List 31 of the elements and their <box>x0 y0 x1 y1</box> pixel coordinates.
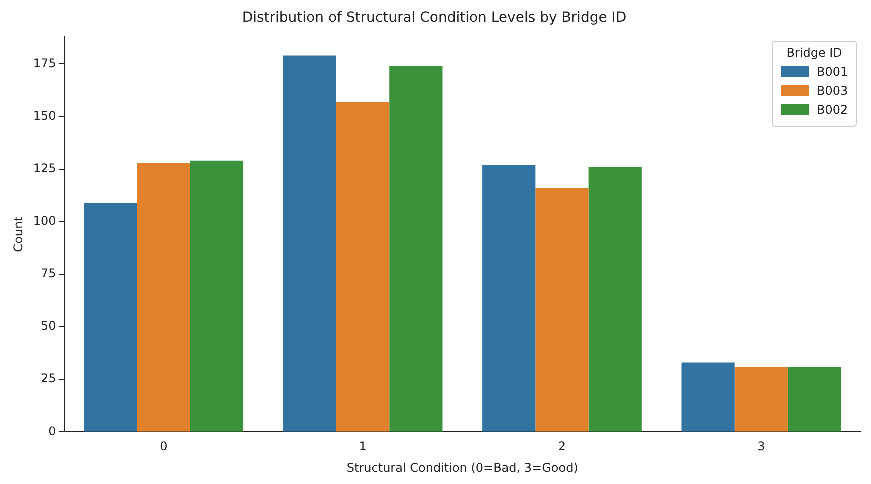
bar <box>682 362 735 432</box>
bar <box>482 165 536 432</box>
bar <box>788 367 842 432</box>
y-tick-label: 100 <box>33 214 56 228</box>
bar <box>84 202 138 432</box>
bar <box>390 66 443 432</box>
y-tick-label: 175 <box>33 56 56 70</box>
x-tick-label: 0 <box>160 440 168 454</box>
bar <box>336 102 390 432</box>
bar <box>137 162 190 432</box>
y-tick-label: 150 <box>33 108 56 123</box>
y-tick-label: 75 <box>41 266 56 281</box>
bar <box>283 56 337 432</box>
legend-label: B002 <box>817 102 848 117</box>
y-tick-label: 50 <box>41 319 56 334</box>
y-tick-label: 125 <box>33 161 56 176</box>
y-tick-label: 0 <box>48 424 56 438</box>
bar <box>734 367 788 432</box>
legend-label: B001 <box>817 64 848 79</box>
x-tick-label: 3 <box>758 440 766 454</box>
bar <box>536 188 589 432</box>
x-axis-title: Structural Condition (0=Bad, 3=Good) <box>346 460 578 475</box>
x-tick-label: 1 <box>359 440 367 454</box>
legend-title: Bridge ID <box>786 46 844 60</box>
y-tick-label: 25 <box>41 372 56 386</box>
y-axis-title: Count <box>11 216 26 252</box>
legend-label: B003 <box>817 84 848 98</box>
bar <box>190 160 244 432</box>
bar <box>588 167 642 432</box>
chart-title: Distribution of Structural Condition Levels by Bridge ID <box>242 10 627 26</box>
x-tick-label: 2 <box>558 440 566 454</box>
